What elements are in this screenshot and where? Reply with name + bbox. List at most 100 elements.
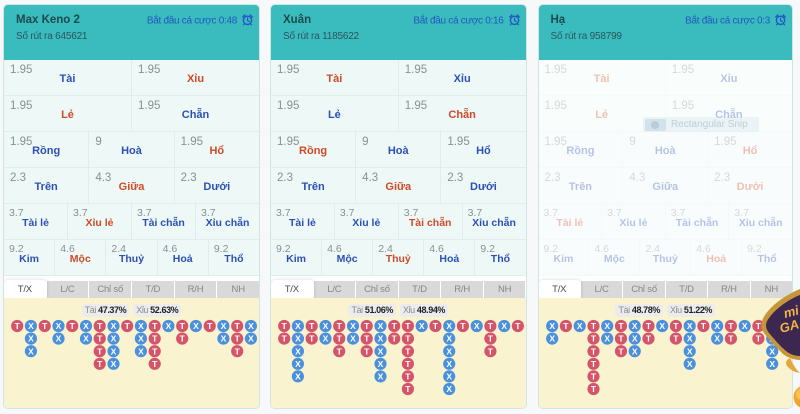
svg-text:X: X (446, 372, 452, 382)
svg-text:T: T (364, 321, 370, 331)
svg-text:X: X (111, 359, 117, 369)
svg-text:T: T (392, 334, 398, 344)
svg-text:X: X (631, 321, 637, 331)
svg-text:T: T (364, 346, 370, 356)
svg-text:T: T (618, 346, 624, 356)
svg-text:X: X (686, 334, 692, 344)
svg-text:T: T (152, 334, 158, 344)
svg-text:T: T (309, 334, 315, 344)
svg-text:T: T (700, 321, 706, 331)
svg-text:T: T (488, 321, 494, 331)
svg-text:T: T (405, 372, 411, 382)
svg-text:X: X (221, 334, 227, 344)
svg-text:X: X (446, 384, 452, 394)
svg-text:X: X (111, 334, 117, 344)
svg-text:T: T (460, 321, 466, 331)
svg-text:X: X (56, 321, 62, 331)
svg-text:T: T (97, 321, 103, 331)
svg-text:T: T (15, 321, 21, 331)
svg-text:T: T (337, 334, 343, 344)
svg-text:T: T (42, 321, 48, 331)
svg-text:T: T (337, 346, 343, 356)
svg-text:X: X (295, 321, 301, 331)
svg-text:X: X (248, 334, 254, 344)
svg-text:X: X (295, 359, 301, 369)
svg-text:X: X (56, 334, 62, 344)
svg-text:T: T (488, 346, 494, 356)
svg-text:T: T (392, 321, 398, 331)
svg-text:X: X (446, 334, 452, 344)
svg-text:T: T (433, 321, 439, 331)
svg-text:X: X (378, 321, 384, 331)
svg-text:X: X (446, 359, 452, 369)
svg-text:T: T (152, 359, 158, 369)
svg-text:T: T (488, 334, 494, 344)
svg-text:T: T (152, 346, 158, 356)
svg-text:T: T (590, 384, 596, 394)
svg-text:X: X (714, 321, 720, 331)
svg-text:T: T (97, 334, 103, 344)
svg-text:X: X (83, 334, 89, 344)
svg-text:T: T (728, 321, 734, 331)
svg-text:X: X (474, 321, 480, 331)
svg-text:X: X (295, 346, 301, 356)
svg-text:T: T (364, 334, 370, 344)
svg-text:X: X (248, 321, 254, 331)
svg-text:T: T (405, 321, 411, 331)
svg-text:X: X (193, 321, 199, 331)
svg-text:T: T (207, 321, 213, 331)
svg-text:T: T (673, 334, 679, 344)
svg-text:X: X (83, 321, 89, 331)
svg-text:T: T (590, 372, 596, 382)
svg-text:T: T (755, 321, 761, 331)
svg-text:X: X (323, 321, 329, 331)
svg-text:X: X (295, 334, 301, 344)
svg-text:T: T (282, 334, 288, 344)
svg-text:T: T (405, 384, 411, 394)
svg-text:X: X (323, 334, 329, 344)
svg-text:X: X (28, 321, 34, 331)
svg-text:X: X (138, 346, 144, 356)
svg-text:X: X (111, 346, 117, 356)
svg-text:X: X (631, 346, 637, 356)
svg-text:X: X (549, 321, 555, 331)
svg-text:X: X (295, 372, 301, 382)
svg-text:T: T (235, 321, 241, 331)
svg-text:X: X (378, 334, 384, 344)
svg-text:T: T (618, 334, 624, 344)
svg-text:T: T (282, 321, 288, 331)
svg-text:X: X (28, 334, 34, 344)
svg-text:T: T (673, 321, 679, 331)
svg-text:X: X (28, 346, 34, 356)
svg-text:X: X (138, 334, 144, 344)
svg-text:mi: mi (782, 302, 800, 321)
svg-text:T: T (152, 321, 158, 331)
svg-text:X: X (446, 321, 452, 331)
svg-text:T: T (590, 346, 596, 356)
svg-text:T: T (515, 321, 521, 331)
svg-text:X: X (446, 346, 452, 356)
svg-text:T: T (755, 334, 761, 344)
svg-text:T: T (728, 334, 734, 344)
svg-text:T: T (405, 334, 411, 344)
svg-text:X: X (111, 321, 117, 331)
svg-text:X: X (378, 346, 384, 356)
svg-text:X: X (741, 321, 747, 331)
svg-text:T: T (645, 321, 651, 331)
svg-text:X: X (501, 321, 507, 331)
svg-text:X: X (604, 334, 610, 344)
svg-text:X: X (769, 346, 775, 356)
svg-text:T: T (645, 334, 651, 344)
svg-text:T: T (70, 321, 76, 331)
svg-text:X: X (686, 346, 692, 356)
svg-text:X: X (686, 359, 692, 369)
svg-text:X: X (350, 334, 356, 344)
svg-text:T: T (405, 359, 411, 369)
svg-text:T: T (337, 321, 343, 331)
svg-text:T: T (618, 321, 624, 331)
svg-text:T: T (97, 346, 103, 356)
svg-text:X: X (378, 372, 384, 382)
svg-text:T: T (180, 321, 186, 331)
svg-text:X: X (604, 321, 610, 331)
svg-text:T: T (125, 321, 131, 331)
